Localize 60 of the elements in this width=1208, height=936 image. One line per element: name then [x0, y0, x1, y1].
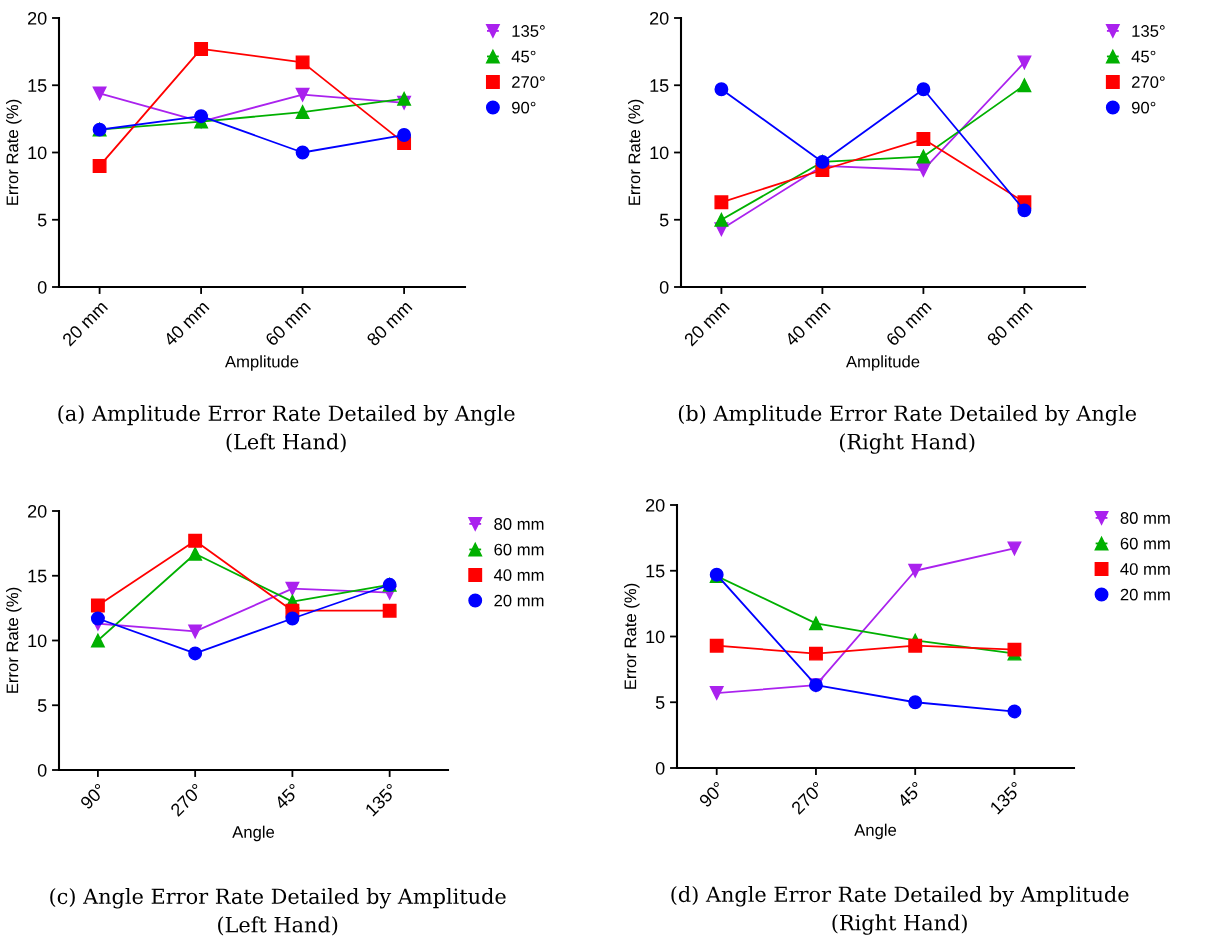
x-axis-title: Amplitude	[224, 355, 299, 371]
y-tick-label: 0	[655, 761, 665, 775]
legend-label: 80 mm	[494, 518, 544, 530]
y-tick-label: 5	[37, 213, 47, 227]
y-tick-label: 15	[646, 564, 665, 578]
legend-label: 20 mm	[1120, 588, 1170, 601]
y-tick-label: 20	[646, 498, 665, 512]
legend-label: 60 mm	[494, 543, 544, 556]
y-tick-label: 10	[28, 634, 47, 648]
y-tick-label: 0	[659, 280, 669, 294]
y-tick-label: 20	[28, 504, 47, 518]
y-tick-label: 10	[650, 146, 669, 160]
legend-label: 90°	[1131, 101, 1156, 114]
legend-label: 270°	[1132, 76, 1165, 88]
legend-label: 20 mm	[494, 594, 544, 607]
legend-label: 40 mm	[1120, 563, 1170, 575]
y-tick-label: 10	[28, 146, 47, 160]
y-tick-label: 15	[28, 79, 47, 92]
x-axis-title: Amplitude	[845, 355, 920, 371]
legend-label: 90°	[512, 101, 536, 114]
x-axis-title: Angle	[854, 823, 897, 840]
x-axis-title: Angle	[232, 825, 275, 842]
x-tick-label: 45°	[896, 780, 924, 809]
text: (b) Amplitude Error Rate Detailed by Angle (Right Hand)	[678, 405, 1137, 454]
text: (a) Amplitude Error Rate Detailed by Angle (Left Hand)	[58, 405, 515, 453]
x-tick-label: 20 mm	[61, 299, 109, 347]
y-tick-label: 0	[37, 763, 47, 777]
y-tick-label: 10	[646, 630, 665, 644]
legend-label: 60 mm	[1120, 537, 1170, 550]
x-tick-label: 40 mm	[162, 299, 210, 347]
x-tick-label: 20 mm	[683, 299, 730, 347]
y-tick-label: 0	[37, 280, 47, 294]
legend-label: 270°	[512, 76, 545, 88]
legend-label: 135°	[1132, 25, 1165, 37]
y-tick-label: 20	[28, 11, 47, 25]
y-tick-label: 5	[659, 213, 669, 227]
legend-label: 135°	[512, 25, 545, 37]
x-tick-label: 90°	[79, 782, 107, 810]
y-tick-label: 15	[650, 79, 669, 92]
x-tick-label: 80 mm	[986, 299, 1033, 347]
legend-label: 80 mm	[1120, 512, 1170, 524]
y-tick-label: 15	[28, 569, 47, 583]
x-tick-label: 60 mm	[885, 299, 932, 347]
x-tick-label: 80 mm	[365, 299, 413, 347]
y-axis-title: Error Rate (%)	[6, 587, 22, 693]
x-tick-label: 60 mm	[264, 299, 312, 347]
y-tick-label: 20	[650, 11, 669, 25]
x-tick-label: 45°	[273, 782, 302, 811]
text: (d) Angle Error Rate Detailed by Amplitude (Right Hand)	[671, 886, 1129, 935]
x-tick-label: 40 mm	[784, 299, 831, 347]
text: (c) Angle Error Rate Detailed by Amplitude (Left Hand)	[50, 888, 506, 936]
legend-label: 40 mm	[493, 569, 544, 581]
legend-label: 45°	[511, 50, 536, 63]
y-axis-title: Error Rate (%)	[624, 583, 640, 689]
y-axis-title: Error Rate (%)	[628, 99, 644, 205]
y-tick-label: 5	[655, 696, 665, 709]
legend-label: 45°	[1131, 50, 1156, 63]
x-tick-label: 90°	[698, 780, 726, 808]
y-tick-label: 5	[37, 699, 47, 712]
y-axis-title: Error Rate (%)	[6, 99, 22, 205]
